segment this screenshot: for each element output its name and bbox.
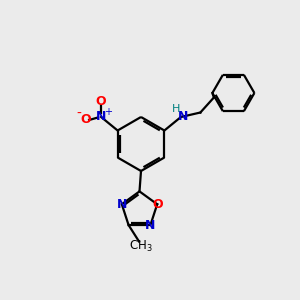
- Text: O: O: [96, 95, 106, 109]
- Text: N: N: [96, 110, 106, 124]
- Text: CH$_3$: CH$_3$: [129, 239, 152, 254]
- Text: O: O: [152, 198, 163, 211]
- Text: N: N: [178, 110, 188, 123]
- Text: -: -: [76, 107, 81, 121]
- Text: H: H: [172, 103, 181, 114]
- Text: O: O: [80, 113, 91, 126]
- Text: +: +: [104, 106, 112, 117]
- Text: N: N: [117, 198, 127, 211]
- Text: N: N: [145, 218, 156, 232]
